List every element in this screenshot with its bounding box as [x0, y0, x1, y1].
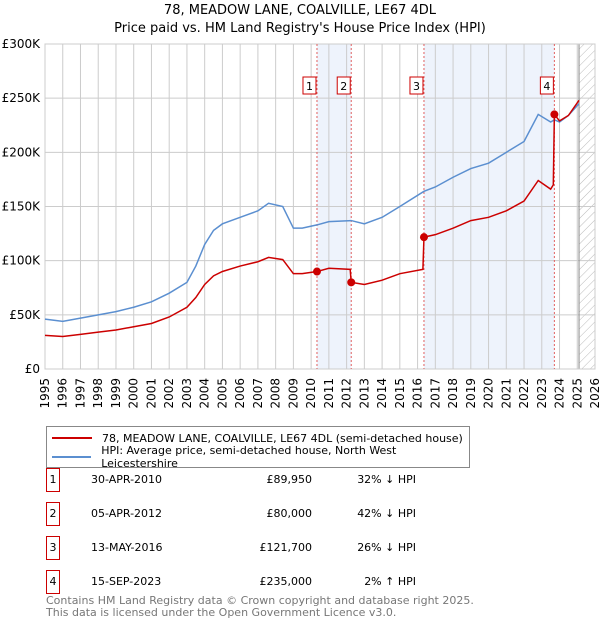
- x-tick-label: 2026: [588, 378, 600, 409]
- transaction-row: 2 05-APR-2012 £80,000 42% ↓ HPI: [46, 502, 446, 526]
- y-tick-label: £200K: [2, 145, 42, 159]
- x-tick-label: 1999: [109, 378, 123, 409]
- legend-item-hpi: HPI: Average price, semi-detached house,…: [52, 444, 469, 470]
- x-tick-label: 2015: [393, 378, 407, 409]
- x-tick-label: 1996: [56, 378, 70, 409]
- transaction-date: 05-APR-2012: [91, 507, 163, 520]
- legend-swatch-red: [52, 437, 92, 439]
- transaction-date: 15-SEP-2023: [91, 575, 162, 588]
- legend-label: 78, MEADOW LANE, COALVILLE, LE67 4DL (se…: [102, 431, 463, 445]
- footer-copyright: Contains HM Land Registry data © Crown c…: [46, 594, 474, 607]
- x-tick-label: 2014: [375, 378, 389, 409]
- transaction-marker: 4: [46, 570, 60, 594]
- sale-label: 1: [306, 80, 313, 93]
- sale-label-box: [336, 76, 351, 95]
- x-tick-label: 2022: [517, 378, 531, 409]
- y-tick-label: £0: [25, 362, 40, 376]
- transaction-hpi-delta: 32% ↓ HPI: [357, 473, 416, 486]
- x-tick-label: 1998: [91, 378, 105, 409]
- x-tick-label: 2009: [286, 378, 300, 409]
- y-tick-label: £250K: [2, 91, 42, 105]
- x-tick-label: 1997: [73, 378, 87, 409]
- transaction-marker: 1: [46, 468, 60, 492]
- x-tick-label: 2005: [215, 378, 229, 409]
- x-tick-label: 2001: [144, 378, 158, 409]
- x-tick-label: 2019: [464, 378, 478, 409]
- transaction-hpi-delta: 2% ↑ HPI: [364, 575, 416, 588]
- x-tick-label: 2025: [570, 378, 584, 409]
- transaction-price: £121,700: [259, 541, 313, 554]
- sale-label: 2: [340, 80, 347, 93]
- sale-point: [419, 233, 428, 242]
- sale-point: [347, 278, 356, 287]
- transaction-price: £235,000: [259, 575, 313, 588]
- transaction-date: 30-APR-2010: [91, 473, 163, 486]
- legend-item-property: 78, MEADOW LANE, COALVILLE, LE67 4DL (se…: [52, 430, 463, 446]
- price-chart: 1995 1996 1997 1998 1999 2000 2001 2002 2003 2004…: [2, 37, 600, 409]
- x-tick-label: 2007: [251, 378, 265, 409]
- x-tick-label: 2020: [482, 378, 496, 409]
- sale-point: [312, 267, 321, 276]
- sale-label: 3: [413, 80, 420, 93]
- legend: 78, MEADOW LANE, COALVILLE, LE67 4DL (se…: [46, 426, 470, 470]
- x-tick-label: 2021: [499, 378, 513, 409]
- y-tick-label: £150K: [2, 200, 42, 214]
- x-tick-label: 2002: [162, 378, 176, 409]
- transaction-marker: 2: [46, 502, 60, 526]
- transaction-hpi-delta: 26% ↓ HPI: [357, 541, 416, 554]
- transaction-row: 4 15-SEP-2023 £235,000 2% ↑ HPI: [46, 570, 446, 594]
- x-tick-label: 2004: [198, 378, 212, 409]
- x-tick-label: 2023: [535, 378, 549, 409]
- property-price-line: [44, 99, 580, 338]
- sale-label-box: [409, 76, 424, 95]
- transaction-row: 1 30-APR-2010 £89,950 32% ↓ HPI: [46, 468, 446, 492]
- x-tick-label: 2000: [127, 378, 141, 409]
- chart-title: 78, MEADOW LANE, COALVILLE, LE67 4DL: [163, 3, 437, 18]
- x-tick-label: 2016: [411, 378, 425, 409]
- x-tick-label: 2024: [553, 378, 567, 409]
- x-tick-label: 2011: [322, 378, 336, 409]
- x-tick-label: 1995: [38, 378, 52, 409]
- sale-label-box: [539, 76, 554, 95]
- legend-swatch-blue: [52, 456, 92, 458]
- x-tick-label: 2018: [446, 378, 460, 409]
- transaction-marker: 3: [46, 536, 60, 560]
- transaction-price: £89,950: [266, 473, 313, 486]
- x-tick-label: 2008: [269, 378, 283, 409]
- sale-point: [550, 110, 559, 119]
- x-tick-label: 2010: [304, 378, 318, 409]
- x-tick-label: 2003: [180, 378, 194, 409]
- x-tick-label: 2017: [428, 378, 442, 409]
- transaction-price: £80,000: [266, 507, 313, 520]
- transaction-date: 13-MAY-2016: [91, 541, 163, 554]
- y-tick-label: £50K: [9, 308, 41, 322]
- plot-frame: [44, 43, 596, 370]
- y-tick-label: £300K: [2, 37, 42, 51]
- sale-label-box: [302, 76, 317, 95]
- x-tick-label: 2013: [357, 378, 371, 409]
- y-tick-label: £100K: [2, 254, 42, 268]
- chart-subtitle: Price paid vs. HM Land Registry's House …: [114, 21, 486, 36]
- legend-label: HPI: Average price, semi-detached house,…: [101, 444, 397, 470]
- footer-licence: This data is licensed under the Open Gov…: [46, 606, 397, 619]
- transaction-hpi-delta: 42% ↓ HPI: [357, 507, 416, 520]
- transaction-row: 3 13-MAY-2016 £121,700 26% ↓ HPI: [46, 536, 446, 560]
- hpi-line: [44, 103, 580, 323]
- sale-label: 4: [543, 80, 550, 93]
- x-tick-label: 2006: [233, 378, 247, 409]
- x-tick-label: 2012: [340, 378, 354, 409]
